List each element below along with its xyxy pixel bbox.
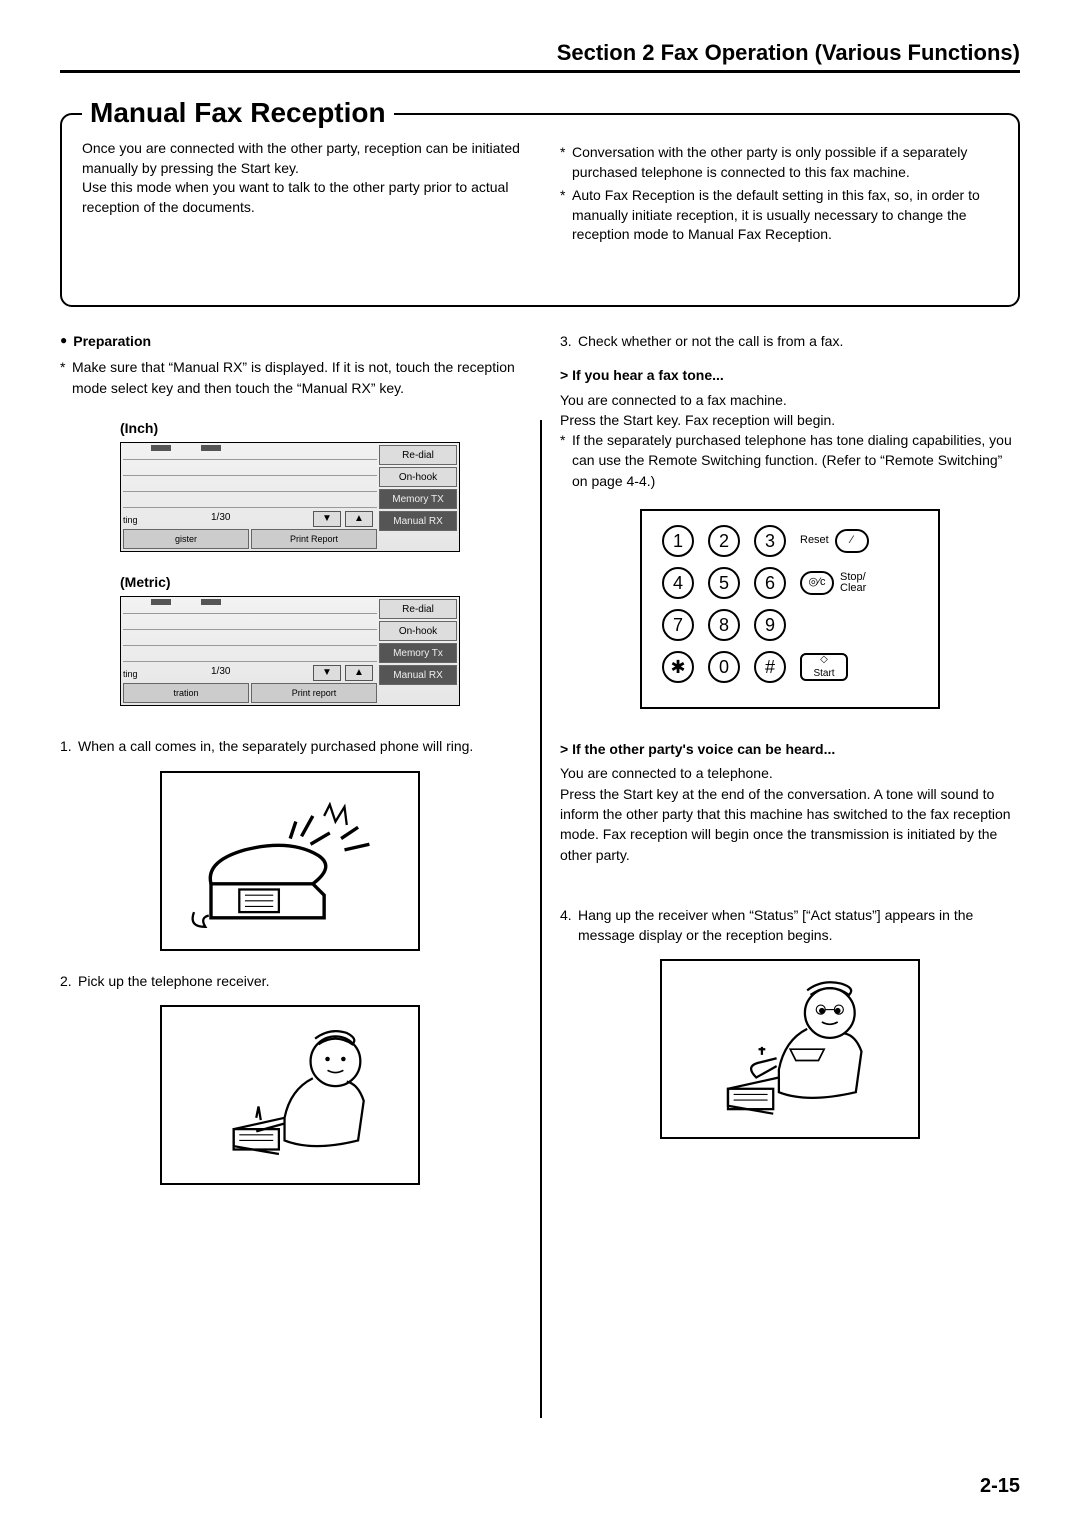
pickup-receiver-illustration — [160, 1005, 420, 1185]
lcd-btn-redial-m[interactable]: Re-dial — [379, 599, 457, 619]
clear-label: Clear — [840, 582, 866, 594]
lcd-tab-ting: ting — [123, 515, 138, 525]
inch-label: (Inch) — [120, 418, 520, 438]
lcd-up-icon[interactable]: ▲ — [345, 511, 373, 527]
right-column: 3.Check whether or not the call is from … — [560, 331, 1020, 1199]
key-star[interactable]: ✱ — [662, 651, 694, 683]
fax-tone-note: If the separately purchased telephone ha… — [572, 430, 1020, 491]
phone-ringing-illustration — [160, 771, 420, 951]
step3-text: Check whether or not the call is from a … — [578, 331, 843, 351]
preparation-head: Preparation — [60, 331, 520, 351]
lcd-tab-gister[interactable]: gister — [123, 529, 249, 549]
key-4[interactable]: 4 — [662, 567, 694, 599]
intro-left-p1: Once you are connected with the other pa… — [82, 139, 520, 178]
intro-right-n2: Auto Fax Reception is the default settin… — [572, 186, 998, 245]
lcd-tab-printreport[interactable]: Print Report — [251, 529, 377, 549]
lcd-btn-onhook[interactable]: On-hook — [379, 467, 457, 487]
intro-right-n1: Conversation with the other party is onl… — [572, 143, 998, 182]
lcd-tab-ting-m: ting — [123, 669, 138, 679]
left-column: Preparation *Make sure that “Manual RX” … — [60, 331, 520, 1199]
preparation-note: Make sure that “Manual RX” is displayed.… — [72, 357, 520, 398]
lcd-btn-manualrx-m[interactable]: Manual RX — [379, 665, 457, 685]
title-box: Manual Fax Reception Once you are connec… — [60, 113, 1020, 307]
lcd-btn-memorytx-m[interactable]: Memory Tx — [379, 643, 457, 663]
fax-tone-head: > If you hear a fax tone... — [560, 365, 1020, 385]
lcd-tab-printreport-m[interactable]: Print report — [251, 683, 377, 703]
lcd-down-icon-m[interactable]: ▼ — [313, 665, 341, 681]
voice-p2: Press the Start key at the end of the co… — [560, 784, 1020, 865]
intro-right: *Conversation with the other party is on… — [560, 139, 998, 245]
lcd-inch: Re-dial On-hook Memory TX Manual RX ting… — [120, 442, 460, 552]
start-label: Start — [813, 667, 834, 682]
lcd-down-icon[interactable]: ▼ — [313, 511, 341, 527]
intro-left-p2: Use this mode when you want to talk to t… — [82, 178, 520, 217]
step4-text: Hang up the receiver when “Status” [“Act… — [578, 905, 1020, 946]
lcd-btn-manualrx[interactable]: Manual RX — [379, 511, 457, 531]
reset-label: Reset — [800, 533, 829, 549]
key-5[interactable]: 5 — [708, 567, 740, 599]
lcd-btn-redial[interactable]: Re-dial — [379, 445, 457, 465]
start-glyph-icon: ◇ — [820, 653, 828, 668]
lcd-metric: Re-dial On-hook Memory Tx Manual RX ting… — [120, 596, 460, 706]
step2-text: Pick up the telephone receiver. — [78, 971, 269, 991]
voice-head: > If the other party's voice can be hear… — [560, 739, 1020, 759]
voice-p1: You are connected to a telephone. — [560, 763, 1020, 783]
lcd-btn-memorytx[interactable]: Memory TX — [379, 489, 457, 509]
key-7[interactable]: 7 — [662, 609, 694, 641]
key-6[interactable]: 6 — [754, 567, 786, 599]
key-0[interactable]: 0 — [708, 651, 740, 683]
stop-button[interactable]: ◎⁄c — [800, 571, 834, 595]
key-9[interactable]: 9 — [754, 609, 786, 641]
step1-text: When a call comes in, the separately pur… — [78, 736, 473, 756]
lcd-page-indicator: 1/30 — [211, 511, 230, 526]
keypad-illustration: 1 2 3 Reset⁄ 4 5 6 ◎⁄cStop/Clear 7 8 9 — [640, 509, 940, 709]
key-1[interactable]: 1 — [662, 525, 694, 557]
page-title: Manual Fax Reception — [82, 97, 394, 129]
lcd-btn-onhook-m[interactable]: On-hook — [379, 621, 457, 641]
key-hash[interactable]: # — [754, 651, 786, 683]
intro-left: Once you are connected with the other pa… — [82, 139, 520, 245]
start-button[interactable]: ◇Start — [800, 653, 848, 681]
section-header: Section 2 Fax Operation (Various Functio… — [60, 40, 1020, 73]
lcd-page-indicator-m: 1/30 — [211, 665, 230, 680]
lcd-tab-tration[interactable]: tration — [123, 683, 249, 703]
metric-label: (Metric) — [120, 572, 520, 592]
lcd-up-icon-m[interactable]: ▲ — [345, 665, 373, 681]
hangup-illustration — [660, 959, 920, 1139]
key-8[interactable]: 8 — [708, 609, 740, 641]
column-divider — [540, 420, 542, 1418]
fax-tone-p2: Press the Start key. Fax reception will … — [560, 410, 1020, 430]
page-number: 2-15 — [980, 1475, 1020, 1498]
reset-button[interactable]: ⁄ — [835, 529, 869, 553]
fax-tone-p1: You are connected to a fax machine. — [560, 390, 1020, 410]
key-2[interactable]: 2 — [708, 525, 740, 557]
key-3[interactable]: 3 — [754, 525, 786, 557]
